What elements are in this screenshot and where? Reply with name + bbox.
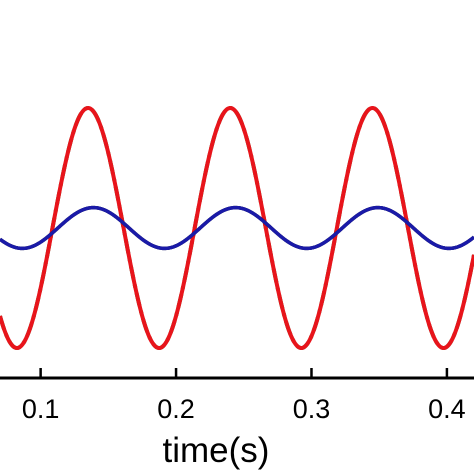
- series-line-1: [0, 106, 474, 350]
- x-tick-label-3: 0.4: [428, 394, 466, 424]
- x-tick-label-2: 0.3: [293, 394, 331, 424]
- series-line-3: [0, 205, 474, 251]
- x-axis-title: time(s): [163, 431, 270, 470]
- x-tick-label-0: 0.1: [22, 394, 60, 424]
- x-ticks: 0.1 0.2 0.3 0.4: [22, 368, 466, 424]
- series-layer: [0, 106, 474, 350]
- series-line-2: [0, 205, 474, 251]
- x-tick-label-1: 0.2: [157, 394, 195, 424]
